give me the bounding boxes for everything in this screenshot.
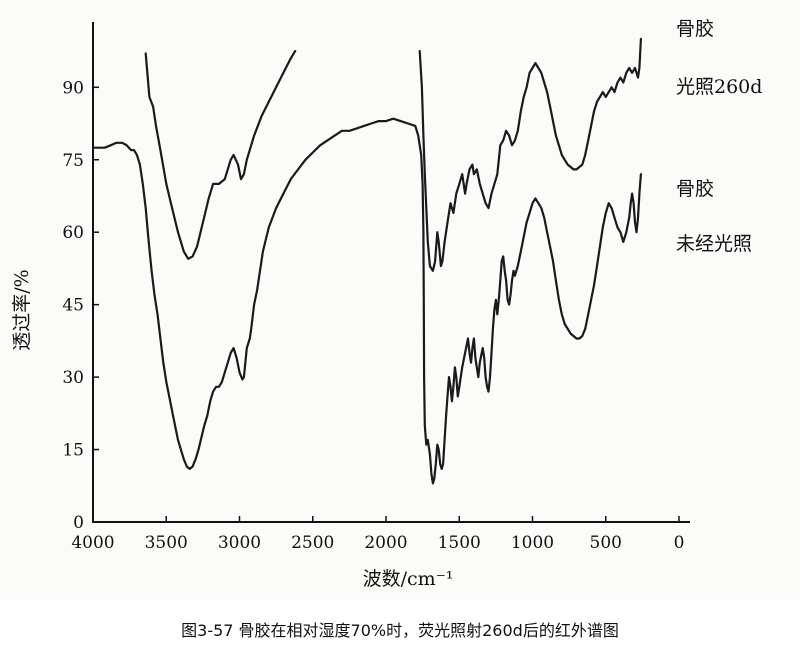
x-tick-label: 3500 — [145, 533, 188, 553]
x-axis-title: 波数/cm⁻¹ — [363, 568, 454, 590]
x-tick-label: 3000 — [218, 533, 261, 553]
y-tick-label: 45 — [62, 296, 84, 316]
x-tick-label: 4000 — [71, 533, 114, 553]
series-label-2-line-1: 骨胶 — [676, 178, 714, 200]
series-line-1-segment-2 — [418, 37, 642, 272]
y-ticks-group: 0 15 30 45 60 75 90 — [62, 78, 99, 533]
y-axis-title: 透过率/% — [11, 269, 33, 350]
x-tick-label: 0 — [674, 533, 685, 553]
series-line-1-segment-1 — [144, 50, 297, 260]
y-tick-label: 75 — [62, 151, 84, 171]
y-tick-label: 60 — [62, 223, 84, 243]
figure-caption: 图3-57 骨胶在相对湿度70%时，荧光照射260d后的红外谱图 — [0, 606, 800, 656]
x-tick-label: 1000 — [511, 533, 554, 553]
x-tick-label: 500 — [590, 533, 622, 553]
x-tick-label: 1500 — [438, 533, 481, 553]
x-tick-label: 2500 — [291, 533, 334, 553]
y-tick-label: 30 — [62, 368, 84, 388]
y-tick-label: 15 — [62, 441, 84, 461]
y-tick-label: 0 — [73, 513, 84, 533]
y-tick-label: 90 — [62, 78, 84, 98]
series-label-1-line-1: 骨胶 — [676, 18, 714, 40]
ir-spectrum-figure: 4000 3500 3000 2500 2000 1500 1000 500 0 0 15 30 45… — [11, 18, 763, 590]
series-label-2-line-2: 未经光照 — [676, 233, 752, 255]
chart-canvas: 4000 3500 3000 2500 2000 1500 1000 500 0 0 15 30 45… — [11, 18, 762, 590]
series-line-2-segment-1 — [91, 117, 642, 485]
x-tick-label: 2000 — [364, 533, 407, 553]
series-label-1-line-2: 光照260d — [676, 76, 762, 98]
series-group — [91, 37, 642, 485]
x-ticks-group: 4000 3500 3000 2500 2000 1500 1000 500 0 — [71, 516, 684, 553]
